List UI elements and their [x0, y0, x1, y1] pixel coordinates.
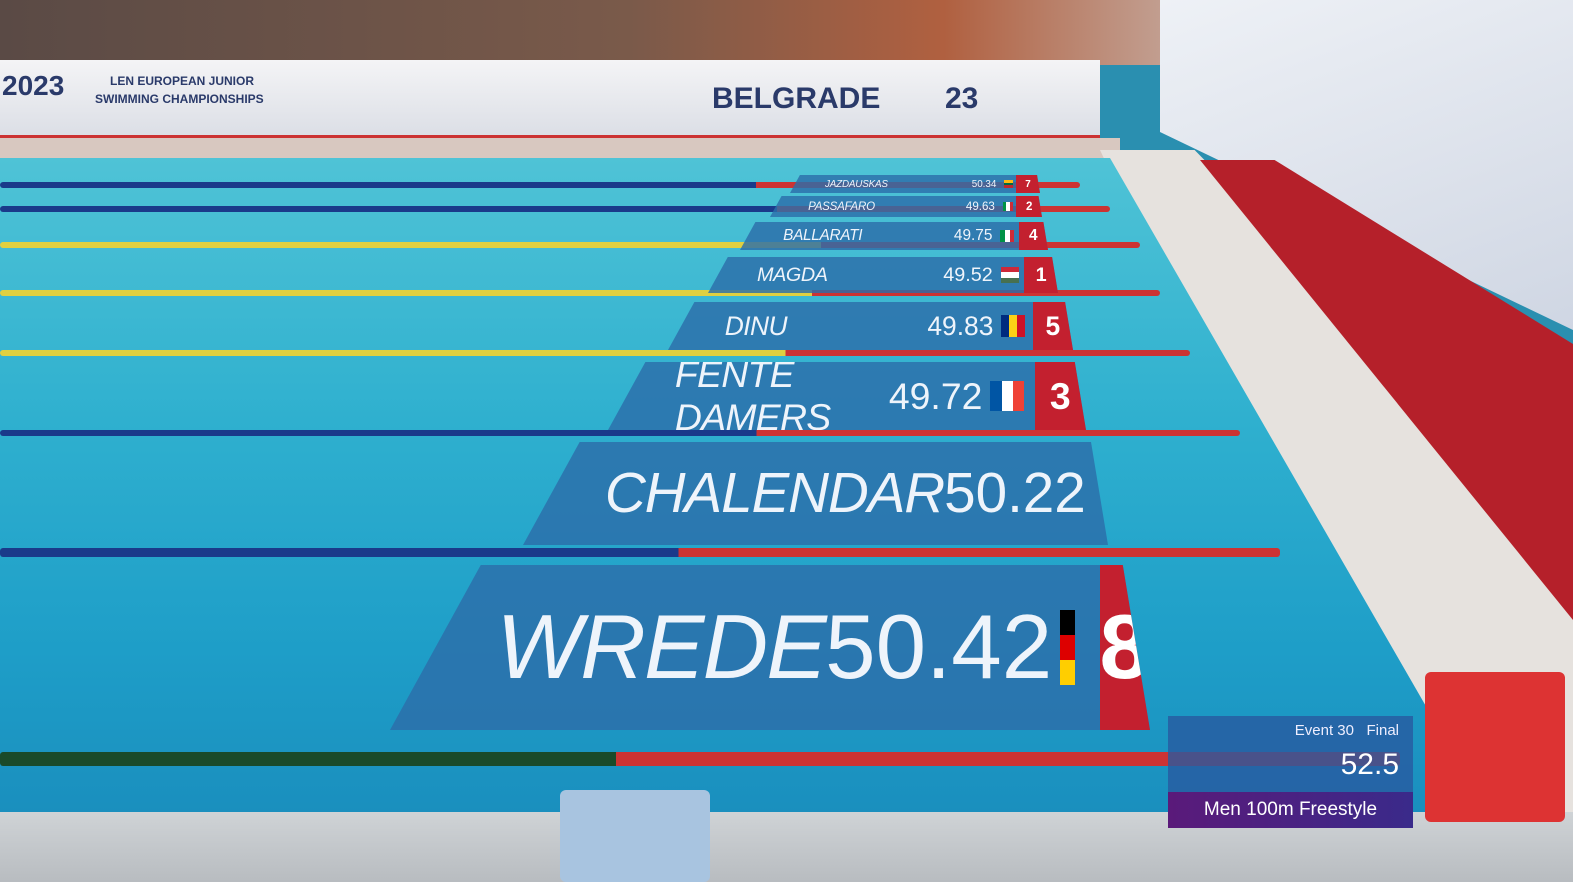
championship-banner: 2023 LEN EUROPEAN JUNIOR SWIMMING CHAMPI…: [0, 60, 1100, 138]
italy-flag-icon: [1002, 201, 1014, 212]
france-flag-icon: [990, 380, 1025, 412]
swimmer-name: JAZDAUSKAS: [825, 178, 888, 190]
swimmer-name: FENTE DAMERS: [674, 353, 831, 438]
romania-flag-icon: [1001, 315, 1026, 337]
lane-background: [523, 442, 1108, 545]
rank-number: 2: [1016, 196, 1042, 217]
swimmer-time: 49.83: [927, 310, 994, 341]
swimmer-time: 49.52: [943, 263, 993, 286]
swimmer-time: 49.63: [965, 200, 995, 213]
swimmer-name: WREDE: [496, 596, 827, 698]
banner-city-year: 23: [945, 82, 979, 115]
lane-graphic: WREDE 50.42 8: [390, 565, 1150, 730]
lane-background: [708, 257, 1058, 293]
pool-deck-far: [0, 138, 1120, 160]
lane-rope: [0, 182, 1080, 188]
lane-graphic: BALLARATI 49.75 4: [740, 222, 1048, 250]
banner-year: 2023: [2, 70, 65, 101]
lane-rope: [0, 548, 1280, 557]
banner-city: BELGRADE: [712, 82, 881, 115]
lane-rope: [0, 206, 1110, 212]
swimmer-time: 50.34: [971, 178, 997, 190]
lane-rope: [0, 430, 1240, 436]
hungary-flag-icon: [1000, 266, 1019, 284]
race-info-box: Event 30 Final 52.5 Men 100m Freestyle: [1168, 716, 1413, 828]
swimmer-time: 50.22: [944, 462, 1086, 525]
event-label: Event 30 Final: [1294, 722, 1399, 739]
rank-number: 4: [1018, 222, 1048, 250]
swimmer-name: BALLARATI: [783, 227, 863, 244]
lane-background: [790, 175, 1040, 193]
rank-number: 7: [1016, 175, 1040, 193]
lane-graphic: CHALENDAR 50.22 6: [523, 442, 1108, 545]
race-value: 52.5: [1340, 748, 1399, 781]
lane-background: [390, 565, 1150, 730]
swimmer-name: MAGDA: [757, 263, 828, 286]
germany-flag-icon: [1060, 610, 1075, 685]
swimmer-name: DINU: [724, 310, 788, 341]
rank-number: 5: [1032, 302, 1073, 350]
lane-rope: [0, 752, 1400, 766]
camera-operator: [1425, 672, 1565, 822]
lane-graphic: JAZDAUSKAS 50.34 7: [790, 175, 1040, 193]
lane-graphic: FENTE DAMERS 49.72 3: [608, 362, 1086, 430]
lane-graphic: DINU 49.83 5: [668, 302, 1073, 350]
lane-background: [770, 196, 1042, 217]
lane-background: [740, 222, 1048, 250]
race-name: Men 100m Freestyle: [1168, 792, 1413, 828]
lithuania-flag-icon: [1004, 179, 1014, 189]
lane-graphic: MAGDA 49.52 1: [708, 257, 1058, 293]
italy-flag-icon: [1000, 229, 1015, 243]
lane-rope: [0, 350, 1190, 356]
rank-number: 1: [1024, 257, 1058, 293]
lane-rope: [0, 242, 1140, 248]
swimmer-time: 49.72: [888, 374, 983, 417]
lane-rope: [0, 290, 1160, 296]
swimmer-name: CHALENDAR: [604, 462, 945, 525]
spectator: [560, 790, 710, 882]
banner-event-line1: LEN EUROPEAN JUNIOR: [110, 74, 255, 88]
swimmer-name: PASSAFARO: [808, 200, 875, 213]
swimmer-time: 49.75: [953, 227, 993, 244]
lane-graphic: PASSAFARO 49.63 2: [770, 196, 1042, 217]
banner-event-line2: SWIMMING CHAMPIONSHIPS: [95, 92, 264, 106]
swimmer-time: 50.42: [825, 596, 1053, 698]
